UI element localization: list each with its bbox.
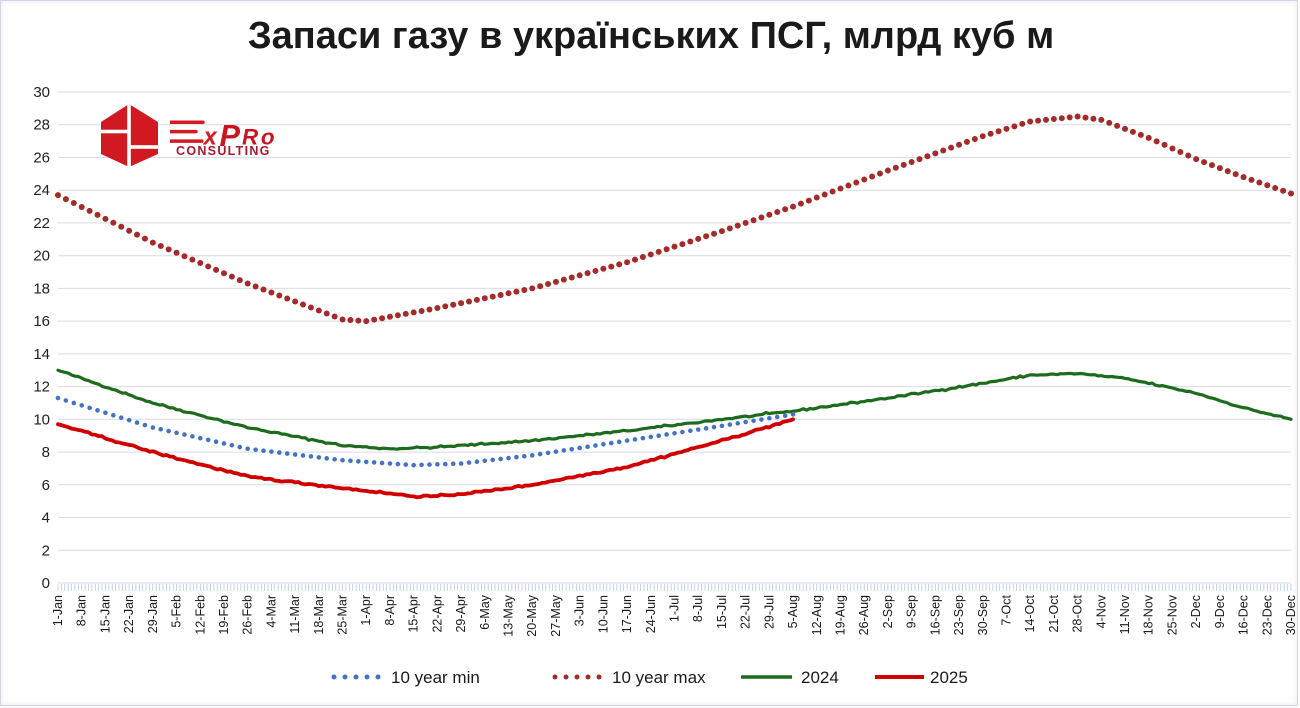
svg-text:4: 4	[42, 510, 50, 527]
svg-text:26-Feb: 26-Feb	[241, 595, 255, 635]
svg-text:CONSULTING: CONSULTING	[176, 144, 271, 158]
svg-text:8-Jul: 8-Jul	[691, 595, 705, 622]
svg-text:29-Apr: 29-Apr	[454, 595, 468, 633]
svg-text:24: 24	[33, 182, 50, 199]
svg-text:8-Jan: 8-Jan	[75, 595, 89, 626]
svg-text:10: 10	[33, 411, 50, 428]
svg-text:21-Oct: 21-Oct	[1047, 594, 1061, 632]
svg-text:25-Mar: 25-Mar	[336, 595, 350, 635]
svg-text:27-May: 27-May	[549, 594, 563, 636]
svg-text:9-Sep: 9-Sep	[905, 595, 919, 628]
svg-text:1-Jul: 1-Jul	[668, 595, 682, 622]
svg-text:29-Jan: 29-Jan	[146, 595, 160, 633]
svg-text:4-Mar: 4-Mar	[264, 595, 278, 628]
svg-text:26-Aug: 26-Aug	[857, 595, 871, 635]
svg-text:3-Jun: 3-Jun	[573, 595, 587, 626]
svg-text:22-Apr: 22-Apr	[430, 595, 444, 633]
svg-text:4-Nov: 4-Nov	[1094, 594, 1108, 628]
svg-text:10 year min: 10 year min	[391, 668, 480, 687]
svg-text:14-Oct: 14-Oct	[1023, 594, 1037, 632]
svg-text:6-May: 6-May	[478, 594, 492, 629]
svg-text:10 year max: 10 year max	[612, 668, 706, 687]
svg-text:15-Apr: 15-Apr	[407, 595, 421, 633]
svg-text:29-Jul: 29-Jul	[762, 595, 776, 629]
svg-text:8-Apr: 8-Apr	[383, 595, 397, 626]
svg-text:2-Sep: 2-Sep	[881, 595, 895, 628]
svg-text:30-Dec: 30-Dec	[1284, 595, 1298, 635]
svg-text:12-Aug: 12-Aug	[810, 595, 824, 635]
svg-text:12: 12	[33, 379, 50, 396]
svg-text:19-Aug: 19-Aug	[834, 595, 848, 635]
svg-text:9-Dec: 9-Dec	[1213, 595, 1227, 628]
svg-text:20-May: 20-May	[525, 594, 539, 636]
svg-text:2-Dec: 2-Dec	[1189, 595, 1203, 628]
svg-text:11-Mar: 11-Mar	[288, 595, 302, 634]
svg-text:16-Dec: 16-Dec	[1237, 595, 1251, 635]
svg-text:1-Jan: 1-Jan	[51, 595, 65, 626]
svg-text:6: 6	[42, 477, 50, 494]
svg-text:8: 8	[42, 444, 50, 461]
svg-text:16: 16	[33, 313, 50, 330]
svg-text:2: 2	[42, 542, 50, 559]
svg-text:0: 0	[42, 575, 50, 592]
svg-text:28: 28	[33, 117, 50, 134]
svg-text:7-Oct: 7-Oct	[1000, 594, 1014, 625]
svg-text:30-Sep: 30-Sep	[976, 595, 990, 635]
svg-text:16-Sep: 16-Sep	[928, 595, 942, 635]
svg-text:25-Nov: 25-Nov	[1165, 594, 1179, 635]
svg-text:22: 22	[33, 215, 50, 232]
svg-text:2024: 2024	[801, 668, 839, 687]
svg-text:5-Feb: 5-Feb	[170, 595, 184, 628]
svg-text:24-Jun: 24-Jun	[644, 595, 658, 633]
svg-text:20: 20	[33, 248, 50, 265]
svg-text:26: 26	[33, 150, 50, 167]
svg-text:23-Dec: 23-Dec	[1260, 595, 1274, 635]
svg-text:23-Sep: 23-Sep	[952, 595, 966, 635]
svg-text:1-Apr: 1-Apr	[359, 595, 373, 626]
svg-text:22-Jan: 22-Jan	[122, 595, 136, 633]
svg-text:5-Aug: 5-Aug	[786, 595, 800, 628]
svg-text:10-Jun: 10-Jun	[596, 595, 610, 633]
svg-text:22-Jul: 22-Jul	[739, 595, 753, 629]
svg-text:14: 14	[33, 346, 50, 363]
svg-text:11-Nov: 11-Nov	[1118, 594, 1132, 634]
svg-text:30: 30	[33, 84, 50, 101]
svg-text:18-Nov: 18-Nov	[1142, 594, 1156, 635]
svg-text:28-Oct: 28-Oct	[1071, 594, 1085, 632]
svg-text:13-May: 13-May	[502, 594, 516, 636]
svg-text:12-Feb: 12-Feb	[193, 595, 207, 635]
svg-text:19-Feb: 19-Feb	[217, 595, 231, 635]
svg-text:18: 18	[33, 280, 50, 297]
svg-text:15-Jan: 15-Jan	[98, 595, 112, 633]
svg-text:17-Jun: 17-Jun	[620, 595, 634, 633]
svg-text:15-Jul: 15-Jul	[715, 595, 729, 629]
svg-text:2025: 2025	[930, 668, 968, 687]
svg-text:18-Mar: 18-Mar	[312, 595, 326, 635]
